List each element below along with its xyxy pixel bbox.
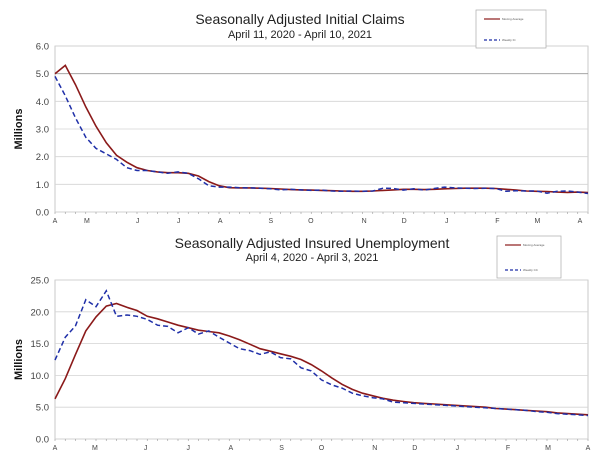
legend: Moving Average Weekly CC: [496, 235, 562, 279]
x-tick-label: N: [372, 445, 377, 452]
x-tick-label: J: [136, 218, 140, 225]
y-tick-label: 10.0: [31, 371, 50, 382]
plot-area: [54, 279, 589, 440]
x-tick-label: D: [402, 218, 407, 225]
legend-label: Weekly CC: [523, 268, 539, 272]
chart-subtitle: April 4, 2020 - April 3, 2021: [246, 252, 379, 264]
y-tick-label: 5.0: [36, 403, 49, 414]
y-tick-label: 2.0: [36, 152, 49, 163]
x-tick-label: J: [177, 218, 181, 225]
x-tick-label: N: [362, 218, 367, 225]
x-tick-label: M: [92, 445, 98, 452]
y-tick-label: 6.0: [36, 42, 49, 53]
x-tick-label: J: [187, 445, 191, 452]
y-tick-label: 25.0: [31, 276, 50, 287]
y-tick-label: 20.0: [31, 307, 50, 318]
x-tick-label: A: [218, 218, 223, 225]
x-tick-label: M: [84, 218, 90, 225]
y-tick-label: 3.0: [36, 125, 49, 136]
chart-title: Seasonally Adjusted Insured Unemployment: [175, 235, 450, 251]
y-tick-label: 15.0: [31, 339, 50, 350]
x-tick-label: A: [586, 445, 591, 452]
y-tick-label: 5.0: [36, 69, 49, 80]
y-axis-label: Millions: [13, 339, 25, 380]
y-tick-label: 4.0: [36, 97, 49, 108]
x-tick-label: A: [53, 218, 58, 225]
legend-box: [475, 9, 547, 49]
chart-0: Seasonally Adjusted Initial Claims April …: [13, 9, 589, 225]
x-tick-label: O: [308, 218, 314, 225]
chart-1: Seasonally Adjusted Insured Unemployment…: [13, 235, 591, 452]
x-tick-label: F: [495, 218, 499, 225]
y-tick-label: 0.0: [36, 208, 49, 219]
legend-label: Weekly IC: [502, 38, 516, 42]
y-axis-label: Millions: [13, 109, 25, 150]
legend: Moving Average Weekly IC: [475, 9, 547, 49]
x-tick-label: J: [144, 445, 148, 452]
x-tick-label: S: [269, 218, 274, 225]
x-tick-label: J: [445, 218, 449, 225]
chart-title: Seasonally Adjusted Initial Claims: [195, 11, 404, 27]
chart-subtitle: April 11, 2020 - April 10, 2021: [228, 29, 372, 41]
x-tick-label: A: [229, 445, 234, 452]
series-line-weekly: [54, 289, 589, 417]
x-tick-label: A: [53, 445, 58, 452]
x-tick-label: M: [534, 218, 540, 225]
legend-box: [496, 235, 562, 279]
series-line-weekly: [54, 76, 589, 195]
x-tick-label: J: [456, 445, 460, 452]
legend-label: Moving Average: [523, 243, 545, 247]
x-tick-label: D: [412, 445, 417, 452]
y-tick-label: 0.0: [36, 435, 49, 446]
x-tick-label: O: [319, 445, 325, 452]
y-tick-label: 1.0: [36, 180, 49, 191]
legend-label: Moving Average: [502, 17, 524, 21]
x-tick-label: S: [279, 445, 284, 452]
x-tick-label: F: [506, 445, 510, 452]
x-tick-label: A: [578, 218, 583, 225]
x-tick-label: M: [545, 445, 551, 452]
